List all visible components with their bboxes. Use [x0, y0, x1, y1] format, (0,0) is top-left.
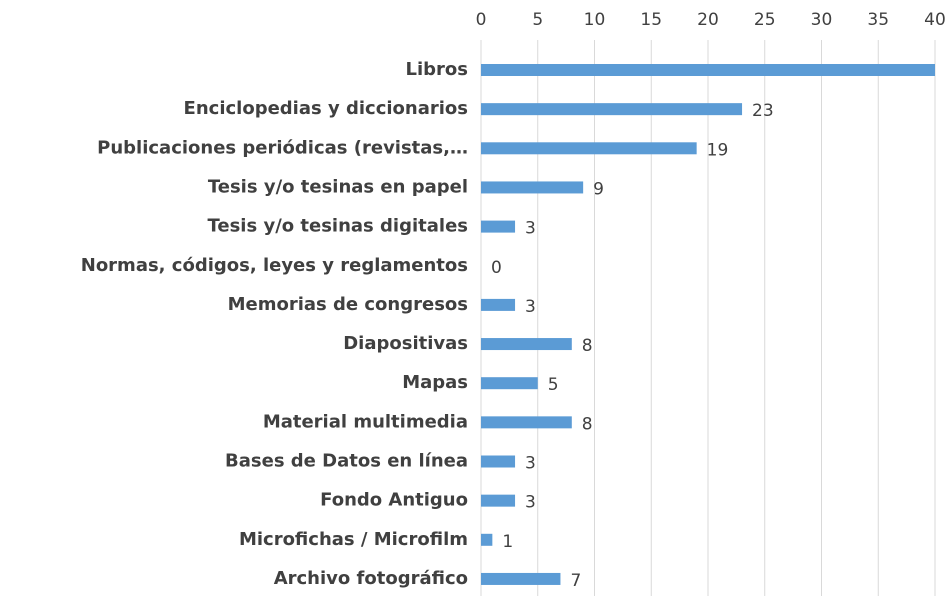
y-tick-label: Memorias de congresos	[228, 294, 468, 315]
bar	[481, 377, 538, 390]
x-tick-label: 20	[697, 10, 719, 30]
bar	[481, 220, 516, 233]
data-label: 23	[752, 101, 774, 121]
y-tick-label: Tesis y/o tesinas en papel	[208, 176, 468, 197]
bar	[481, 416, 572, 429]
bar	[481, 455, 516, 468]
x-tick-label: 40	[924, 10, 946, 30]
y-tick-label: Material multimedia	[263, 411, 468, 432]
y-tick-label: Bases de Datos en línea	[225, 451, 468, 472]
x-tick-label: 30	[811, 10, 833, 30]
data-label: 8	[582, 414, 593, 434]
y-tick-label: Libros	[406, 59, 468, 80]
bar	[481, 338, 572, 351]
x-tick-label: 35	[867, 10, 889, 30]
data-label: 8	[582, 336, 593, 356]
data-label: 5	[548, 375, 559, 395]
bar	[481, 533, 493, 546]
data-label: 3	[525, 454, 536, 474]
data-label: 3	[525, 297, 536, 317]
x-tick-label: 0	[476, 10, 487, 30]
y-tick-label: Microfichas / Microfilm	[239, 529, 468, 550]
bar	[481, 142, 697, 155]
bar	[481, 64, 935, 76]
y-tick-label: Archivo fotográfico	[274, 568, 468, 589]
data-label: 1	[502, 532, 513, 552]
y-tick-label: Tesis y/o tesinas digitales	[208, 216, 469, 237]
bar	[481, 494, 516, 507]
y-tick-label: Fondo Antiguo	[320, 490, 468, 511]
data-label: 19	[707, 140, 729, 160]
x-tick-label: 15	[640, 10, 662, 30]
data-label: 3	[525, 493, 536, 513]
bar	[481, 572, 561, 585]
data-label: 7	[570, 571, 581, 591]
bar	[481, 103, 743, 116]
bar	[481, 298, 516, 311]
data-label: 9	[593, 179, 604, 199]
x-tick-label: 5	[532, 10, 543, 30]
data-label: 3	[525, 219, 536, 239]
bar	[481, 181, 584, 194]
x-tick-label: 25	[754, 10, 776, 30]
y-tick-label: Diapositivas	[343, 333, 468, 354]
y-tick-label: Mapas	[402, 372, 468, 393]
y-tick-label: Enciclopedias y diccionarios	[184, 98, 468, 119]
data-label: 0	[491, 258, 502, 278]
y-tick-label: Normas, códigos, leyes y reglamentos	[81, 255, 468, 276]
y-tick-label: Publicaciones periódicas (revistas,…	[97, 137, 468, 158]
x-tick-label: 10	[584, 10, 606, 30]
